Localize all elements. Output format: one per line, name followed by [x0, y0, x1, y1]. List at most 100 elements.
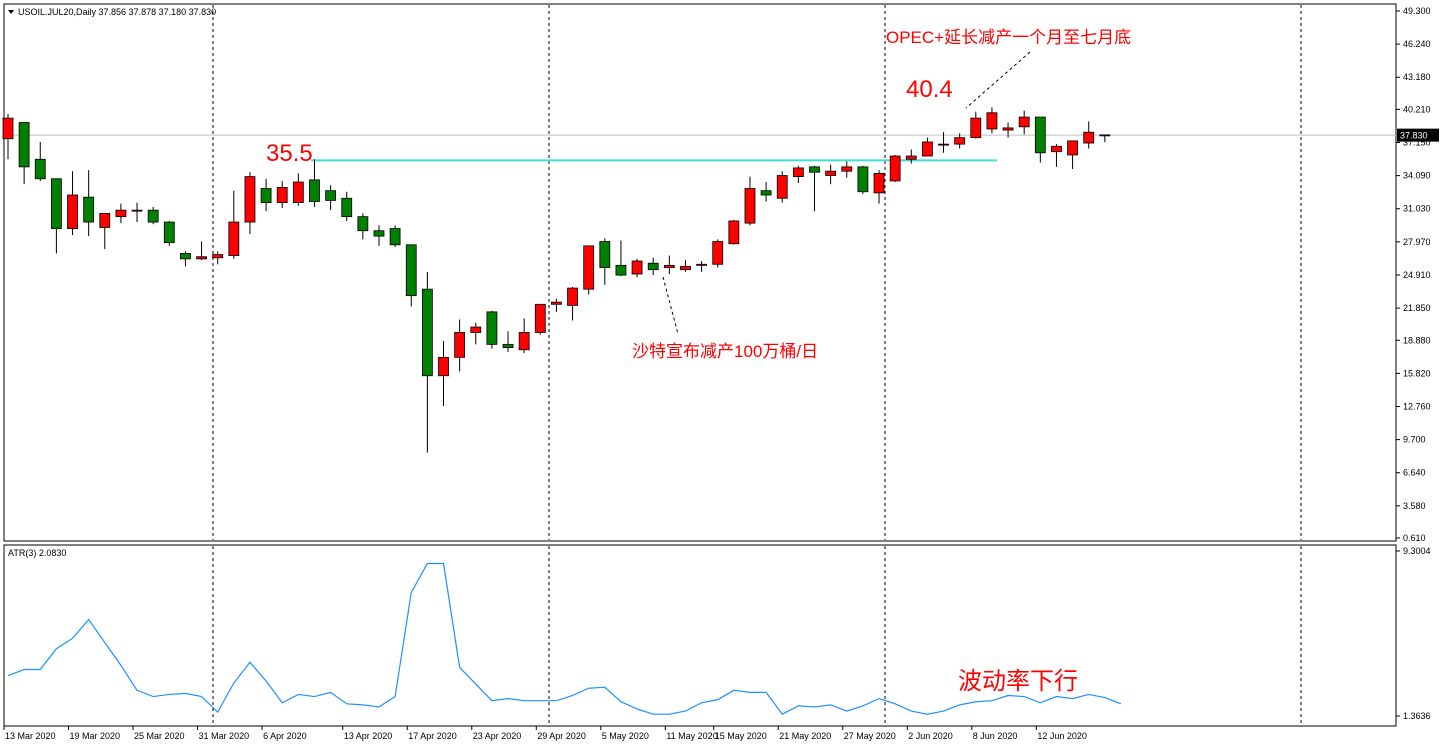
price-tick-label: 24.910 [1403, 270, 1431, 280]
candle-body [744, 188, 756, 224]
candle-body [115, 209, 127, 218]
time-tick-label: 21 May 2020 [779, 731, 831, 741]
candle [163, 220, 175, 246]
price-tick-label: 31.030 [1403, 204, 1431, 214]
saudi-pointer [662, 276, 679, 335]
menu-triangle-icon[interactable] [8, 10, 14, 14]
candle-body [518, 332, 530, 351]
atr-series-line [7, 562, 1122, 715]
candle [889, 154, 901, 183]
candle-body [244, 176, 256, 223]
volatility-annotation: 波动率下行 [958, 668, 1078, 695]
candle [841, 161, 853, 178]
candle-body [1083, 131, 1095, 144]
candle-body [260, 188, 272, 203]
candle-body [83, 196, 95, 223]
candle [922, 137, 933, 157]
candle-body [1034, 116, 1046, 154]
candle-body [438, 356, 449, 377]
time-tick-label: 17 Apr 2020 [408, 731, 457, 741]
candle-body [212, 254, 224, 259]
candle [357, 213, 369, 240]
candle-body [389, 228, 401, 246]
price-tick-label: 27.970 [1403, 237, 1431, 247]
candle [50, 178, 62, 254]
candle-body [809, 166, 820, 173]
candle-body [905, 155, 917, 160]
high-value-label: 40.4 [906, 76, 953, 103]
candle-body [728, 220, 740, 245]
candle-body [486, 311, 498, 345]
price-tick-label: 21.850 [1403, 303, 1431, 313]
candle [1099, 134, 1111, 143]
candle-body [2, 117, 14, 140]
symbol-header: USOIL.JUL20,Daily 37.856 37.878 37.180 3… [18, 7, 216, 17]
candle [534, 303, 546, 335]
price-tick-label: 46.240 [1403, 39, 1431, 49]
candle-body [696, 263, 707, 266]
candle-body [631, 260, 643, 275]
atr-tick-label: 1.3636 [1403, 711, 1431, 721]
candle [631, 258, 643, 278]
candle [438, 341, 449, 407]
time-tick-label: 15 May 2020 [715, 731, 767, 741]
candle-body [67, 194, 78, 229]
candle-body [647, 262, 659, 271]
time-tick-label: 27 May 2020 [844, 731, 896, 741]
candle [502, 331, 514, 352]
price-tick-label: 0.610 [1403, 533, 1426, 543]
time-tick-label: 29 Apr 2020 [537, 731, 586, 741]
candle-body [970, 117, 982, 139]
time-tick-label: 25 Mar 2020 [134, 731, 185, 741]
candle [938, 132, 949, 153]
opec-pointer [965, 51, 1031, 109]
atr-panel-frame [3, 544, 1397, 727]
candle-body [1002, 127, 1014, 131]
candle-body [825, 170, 837, 176]
candle [131, 202, 143, 223]
price-tick-label: 3.580 [1403, 501, 1426, 511]
candle [809, 165, 820, 212]
price-tick-label: 18.880 [1403, 335, 1431, 345]
candle-body [567, 287, 578, 306]
candle [1067, 140, 1078, 170]
time-axis: 13 Mar 2020 19 Mar 2020 25 Mar 2020 31 Mar … [3, 726, 1087, 741]
candle-body [1099, 134, 1111, 137]
candle-body [405, 244, 417, 297]
candle-body [680, 266, 691, 271]
time-tick-label: 13 Apr 2020 [344, 731, 393, 741]
price-tick-label: 37.150 [1403, 138, 1431, 148]
time-tick-label: 12 Jun 2020 [1037, 731, 1087, 741]
candle-body [131, 209, 143, 212]
candle [325, 185, 337, 211]
candle [196, 241, 207, 260]
candle-body [180, 253, 191, 260]
candle [1034, 116, 1046, 163]
candle [873, 170, 885, 204]
price-tick-label: 34.090 [1403, 171, 1431, 181]
resistance-value-label: 35.5 [266, 140, 313, 167]
time-tick-label: 19 Mar 2020 [70, 731, 121, 741]
candle-body [615, 264, 627, 276]
candle-body [841, 166, 853, 172]
price-tick-label: 12.760 [1403, 401, 1431, 411]
candle-body [1051, 145, 1062, 153]
candle-body [50, 178, 62, 229]
candle-body [857, 166, 869, 193]
candle [599, 238, 611, 285]
candle [1018, 110, 1030, 135]
candle [2, 113, 14, 160]
candle [147, 206, 159, 225]
candle-body [712, 241, 724, 265]
candle [567, 287, 578, 321]
candle [276, 180, 288, 208]
time-tick-label: 5 May 2020 [602, 731, 649, 741]
candle [18, 122, 30, 185]
time-tick-label: 13 Mar 2020 [5, 731, 56, 741]
atr-tick-label: 9.3004 [1403, 546, 1431, 556]
price-panel-frame [3, 3, 1397, 542]
candle [776, 171, 788, 203]
candle [212, 251, 224, 265]
candle-body [454, 332, 466, 358]
